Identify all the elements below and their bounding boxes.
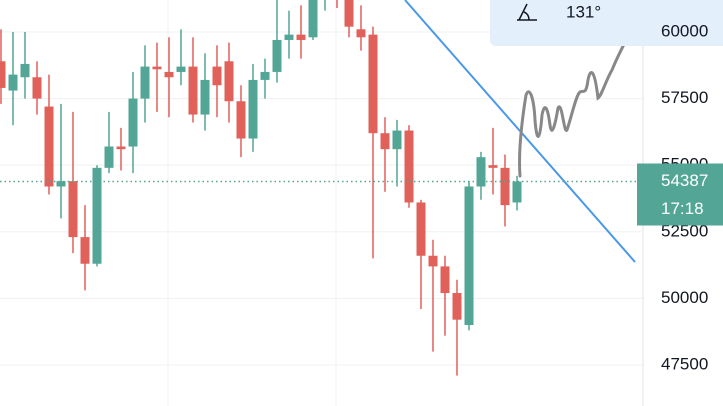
candle-body [368, 34, 378, 134]
candle-body [428, 255, 438, 267]
candle-body [224, 61, 234, 102]
candle-body [464, 186, 474, 326]
angle-label: 131° [566, 2, 601, 21]
candle-body [440, 266, 450, 294]
candle-body [344, 0, 354, 27]
candle-body [308, 0, 318, 38]
y-tick-label: 50000 [661, 288, 708, 307]
candle-body [200, 79, 210, 115]
candle-body [236, 101, 246, 139]
candle-body [512, 181, 522, 203]
y-tick-label: 47500 [661, 354, 708, 373]
candle-body [500, 167, 510, 206]
candle-body [356, 29, 366, 38]
candle-body [164, 71, 174, 78]
freehand-drawing [517, 22, 636, 178]
candle-body [116, 146, 126, 150]
candle-body [260, 71, 270, 80]
candle-body [44, 106, 54, 187]
y-tick-label: 60000 [661, 21, 708, 40]
candle-body [128, 98, 138, 147]
candle-body [0, 61, 6, 88]
candle-body [452, 293, 462, 320]
candle-body [284, 34, 294, 40]
candle-body [32, 77, 42, 99]
candle-body [392, 130, 402, 150]
candle-body [380, 133, 390, 150]
candle-body [80, 237, 90, 264]
candle-body [140, 66, 150, 99]
candle-body [488, 165, 498, 168]
y-tick-label: 52500 [661, 221, 708, 240]
candle-body [56, 181, 66, 187]
candle-body [212, 66, 222, 86]
price-axis: 4750050000525005500057500600005438717:18 [637, 21, 723, 373]
angle-box [490, 0, 723, 46]
candle-body [176, 66, 186, 72]
candle-body [152, 66, 162, 70]
angle-icon [517, 3, 537, 21]
candle-body [104, 146, 114, 168]
last-price-label: 54387 [661, 171, 708, 190]
candle-body [92, 167, 102, 264]
last-price-box [637, 163, 723, 226]
candle-body [404, 130, 414, 203]
candle-body [68, 181, 78, 238]
last-time-label: 17:18 [661, 199, 704, 218]
candle-body [188, 66, 198, 115]
candle-body [476, 157, 486, 187]
candle-body [8, 74, 18, 91]
candle-body [416, 202, 426, 256]
candle-body [296, 34, 306, 40]
candle-body [272, 39, 282, 72]
candles [0, 0, 643, 376]
y-tick-label: 57500 [661, 88, 708, 107]
candle-body [20, 63, 30, 78]
candle-body [248, 79, 258, 139]
